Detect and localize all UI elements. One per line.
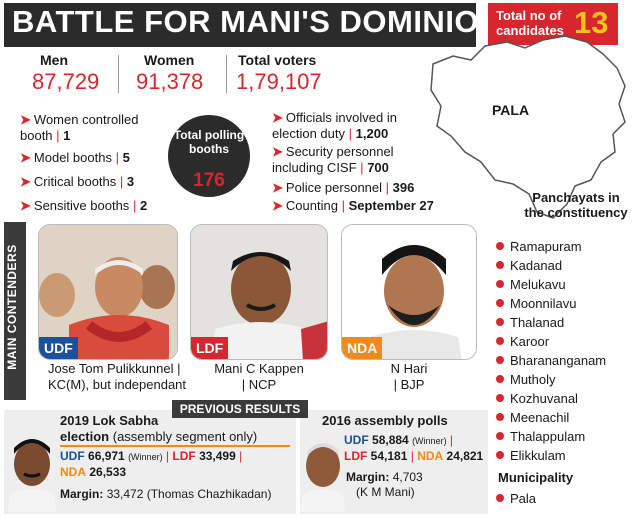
list-item: Meenachil (496, 408, 606, 427)
lok-sabha-title: 2019 Lok Sabha (60, 413, 159, 428)
arrow-icon: ➤ (20, 198, 31, 213)
polling-booths-badge: Total polling booths 176 (168, 115, 250, 197)
list-item: Elikkulam (496, 446, 606, 465)
polling-booths-label: Total polling booths (173, 128, 245, 156)
panchayats-title: Panchayats in the constituency (524, 190, 628, 220)
main-contenders-bar (4, 222, 26, 400)
official-item: ➤ Security personnel including CISF | 700 (272, 144, 394, 175)
candidates-count: 13 (574, 5, 609, 40)
party-tag-ldf: LDF (191, 337, 229, 359)
municipality-title: Municipality (498, 470, 574, 485)
list-item: Bharananganam (496, 351, 606, 370)
main-contenders-label: MAIN CONTENDERS (5, 244, 19, 370)
assembly-margin-name: (K M Mani) (356, 485, 415, 499)
map-label: PALA (492, 102, 530, 118)
bullet-icon (496, 318, 504, 326)
men-label: Men (40, 52, 68, 68)
lok-sabha-subtitle: election (assembly segment only) (60, 429, 258, 444)
bullet-icon (496, 242, 504, 250)
person-icon (342, 225, 476, 359)
arrow-icon: ➤ (272, 198, 283, 213)
total-voters-value: 1,79,107 (236, 69, 322, 94)
bullet-icon (496, 375, 504, 383)
previous-results-label: PREVIOUS RESULTS (172, 400, 308, 418)
arrow-icon: ➤ (20, 150, 31, 165)
women-label: Women (144, 52, 195, 68)
list-item: Karoor (496, 332, 606, 351)
party-tag-nda: NDA (342, 337, 383, 359)
booth-item: ➤ Women controlled booth | 1 (20, 112, 139, 143)
assembly-title: 2016 assembly polls (322, 413, 448, 428)
bullet-icon (496, 413, 504, 421)
title-bar (4, 3, 476, 47)
divider (60, 445, 290, 447)
list-item: Kadanad (496, 256, 606, 275)
lok-sabha-nda: NDA 26,533 (60, 465, 127, 479)
bullet-icon (496, 299, 504, 307)
booth-item: ➤ Critical booths | 3 (20, 174, 135, 189)
panchayat-list: Ramapuram Kadanad Melukavu Moonnilavu Th… (496, 237, 606, 465)
bullet-icon (496, 356, 504, 364)
official-item: ➤ Counting | September 27 (272, 198, 434, 213)
assembly-udf: UDF 58,884 (Winner) | (344, 433, 454, 447)
page-title: BATTLE FOR MANI'S DOMINION (12, 4, 502, 39)
bullet-icon (496, 261, 504, 269)
candidate-name: N Hari | BJP (390, 361, 428, 392)
bullet-icon (496, 494, 504, 502)
party-tag-udf: UDF (39, 337, 78, 359)
candidate-name: Jose Tom Pulikkunnel | KC(M), but indepe… (48, 361, 187, 392)
official-item: ➤ Police personnel | 396 (272, 180, 415, 195)
arrow-icon: ➤ (20, 174, 31, 189)
official-item: ➤ Officials involved in election duty | 1… (272, 110, 397, 141)
person-icon (8, 439, 56, 512)
total-voters-label: Total voters (238, 52, 317, 68)
bullet-icon (496, 394, 504, 402)
lok-sabha-udf-ldf: UDF 66,971 (Winner) | LDF 33,499 | (60, 449, 243, 463)
women-value: 91,378 (136, 69, 204, 94)
divider (118, 55, 119, 93)
candidate-photo: LDF (190, 224, 328, 360)
divider (226, 55, 227, 93)
person-icon (39, 225, 177, 359)
candidate-photo: UDF (38, 224, 178, 360)
list-item: Pala (496, 489, 536, 508)
list-item: Thalappulam (496, 427, 606, 446)
lok-sabha-margin: Margin: 33,472 (Thomas Chazhikadan) (60, 487, 272, 501)
list-item: Melukavu (496, 275, 606, 294)
pala-map-icon (430, 35, 626, 219)
person-icon (191, 225, 327, 359)
candidate-name: Mani C Kappen | NCP (214, 361, 304, 392)
candidate-photo: NDA (341, 224, 477, 360)
list-item: Kozhuvanal (496, 389, 606, 408)
polling-booths-value: 176 (193, 170, 225, 191)
list-item: Ramapuram (496, 237, 606, 256)
assembly-margin: Margin: 4,703 (346, 470, 423, 484)
booth-item: ➤ Model booths | 5 (20, 150, 130, 165)
list-item: Moonnilavu (496, 294, 606, 313)
assembly-ldf-nda: LDF 54,181 | NDA 24,821 (344, 449, 484, 463)
bullet-icon (496, 280, 504, 288)
list-item: Mutholy (496, 370, 606, 389)
arrow-icon: ➤ (272, 144, 283, 159)
person-icon (301, 443, 345, 512)
list-item: Thalanad (496, 313, 606, 332)
arrow-icon: ➤ (20, 112, 31, 127)
booth-item: ➤ Sensitive booths | 2 (20, 198, 148, 213)
candidates-label: Total no of candidates (496, 8, 564, 38)
bullet-icon (496, 451, 504, 459)
arrow-icon: ➤ (272, 110, 283, 125)
arrow-icon: ➤ (272, 180, 283, 195)
men-value: 87,729 (32, 69, 100, 94)
bullet-icon (496, 432, 504, 440)
bullet-icon (496, 337, 504, 345)
